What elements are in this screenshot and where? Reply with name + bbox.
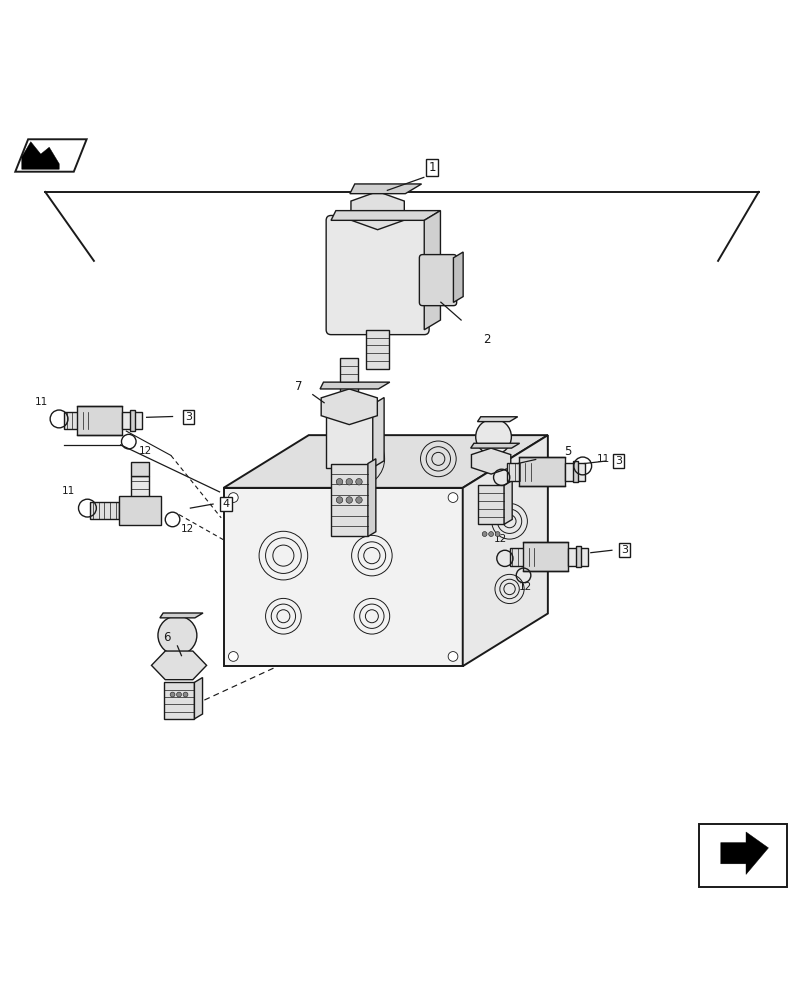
Bar	[506, 463, 533, 481]
Bar	[568, 548, 587, 566]
Text: 11: 11	[35, 397, 48, 407]
Text: 6: 6	[163, 631, 170, 644]
Text: 2: 2	[483, 333, 490, 346]
Circle shape	[448, 493, 457, 502]
Circle shape	[228, 493, 238, 502]
Circle shape	[336, 497, 342, 503]
Polygon shape	[223, 488, 462, 666]
Polygon shape	[194, 678, 202, 719]
Bar	[330, 464, 367, 536]
Circle shape	[228, 652, 238, 661]
Polygon shape	[423, 211, 440, 330]
Text: 4: 4	[222, 499, 230, 509]
Circle shape	[495, 532, 500, 536]
Text: 1: 1	[427, 161, 436, 174]
Circle shape	[336, 479, 342, 485]
Polygon shape	[321, 389, 377, 425]
Bar	[77, 406, 122, 435]
Polygon shape	[477, 417, 517, 422]
Circle shape	[176, 692, 181, 697]
Polygon shape	[350, 184, 421, 194]
Polygon shape	[22, 142, 59, 169]
Polygon shape	[131, 462, 149, 476]
Text: 3: 3	[620, 545, 628, 555]
Polygon shape	[462, 435, 547, 666]
Circle shape	[448, 652, 457, 661]
Bar	[698, 824, 786, 887]
Text: 7: 7	[295, 380, 303, 393]
Text: 3: 3	[185, 412, 192, 422]
Text: 12: 12	[518, 582, 531, 592]
Circle shape	[482, 532, 487, 536]
Bar	[90, 502, 119, 519]
Text: 5: 5	[564, 445, 571, 458]
Polygon shape	[331, 211, 440, 220]
Circle shape	[355, 479, 362, 485]
Text: 3: 3	[614, 456, 621, 466]
Polygon shape	[350, 192, 404, 230]
Polygon shape	[160, 613, 203, 618]
Polygon shape	[223, 435, 547, 488]
Circle shape	[158, 616, 196, 655]
Circle shape	[345, 479, 352, 485]
Bar	[119, 496, 161, 525]
Circle shape	[182, 692, 187, 697]
Bar	[509, 548, 536, 566]
Bar	[573, 461, 577, 482]
Bar	[519, 457, 564, 486]
Bar	[131, 410, 135, 431]
Text: 11: 11	[62, 486, 75, 496]
Circle shape	[475, 419, 511, 455]
Circle shape	[169, 692, 174, 697]
Polygon shape	[152, 651, 206, 680]
Text: 11: 11	[595, 454, 609, 464]
Polygon shape	[320, 382, 389, 389]
Bar	[366, 330, 388, 369]
Polygon shape	[367, 459, 375, 536]
Bar	[576, 546, 581, 567]
Text: 12: 12	[494, 534, 507, 544]
Polygon shape	[15, 139, 87, 172]
Bar	[564, 463, 584, 481]
Polygon shape	[720, 832, 767, 874]
Polygon shape	[453, 252, 462, 302]
FancyBboxPatch shape	[418, 255, 456, 306]
Bar	[122, 412, 142, 429]
Bar	[340, 358, 358, 391]
Bar	[325, 404, 372, 468]
Bar	[64, 412, 91, 429]
FancyBboxPatch shape	[326, 215, 428, 335]
Text: 12: 12	[138, 446, 152, 456]
Polygon shape	[504, 481, 512, 524]
Polygon shape	[471, 448, 510, 474]
Text: 12: 12	[180, 524, 194, 534]
Bar	[478, 485, 504, 524]
Bar	[131, 476, 149, 511]
Circle shape	[345, 497, 352, 503]
Bar	[522, 542, 568, 571]
Polygon shape	[372, 398, 384, 468]
Text: 12: 12	[491, 453, 504, 463]
Polygon shape	[470, 443, 519, 448]
Circle shape	[488, 532, 493, 536]
Bar	[164, 682, 194, 719]
Circle shape	[355, 497, 362, 503]
